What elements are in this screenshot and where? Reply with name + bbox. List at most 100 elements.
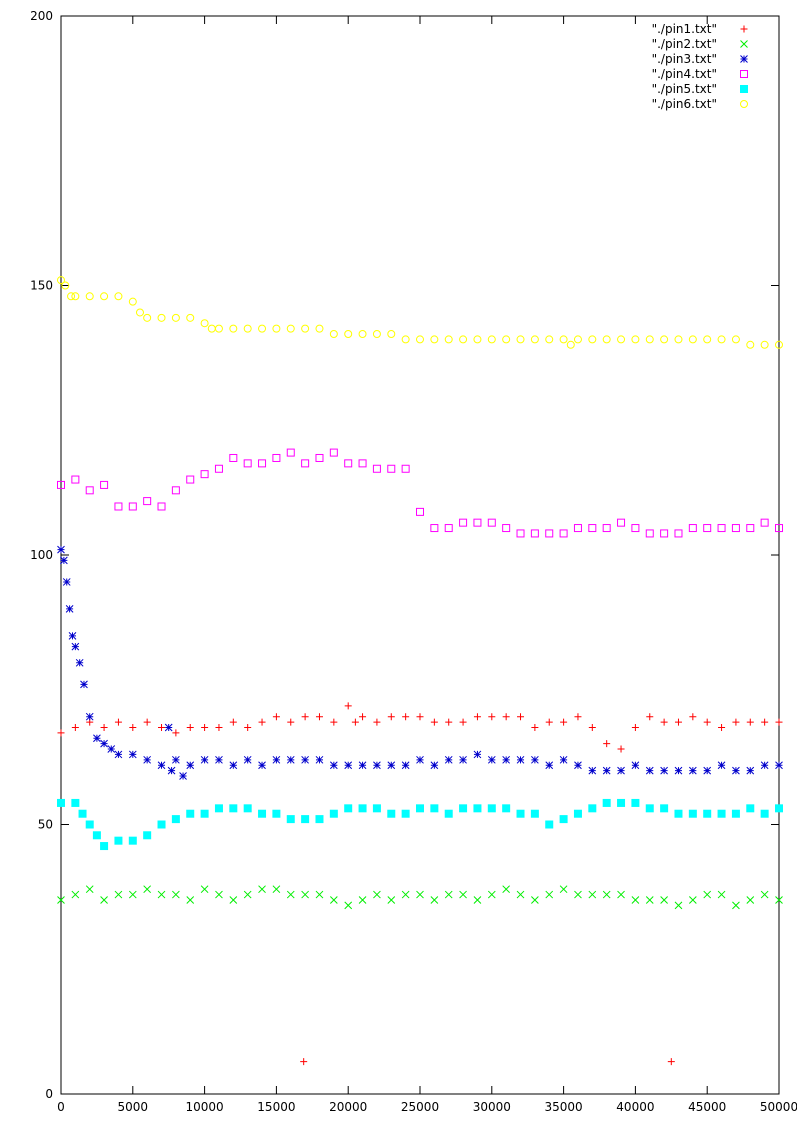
data-point <box>358 330 367 339</box>
data-point <box>85 292 94 301</box>
series-pin5 <box>57 798 783 851</box>
y-tick-label: 0 <box>45 1087 53 1101</box>
data-point <box>717 809 726 818</box>
data-point <box>272 453 281 462</box>
data-point <box>660 804 669 813</box>
data-point <box>502 804 511 813</box>
data-point <box>128 502 137 511</box>
data-point <box>445 718 453 726</box>
data-point <box>171 486 180 495</box>
data-point <box>207 324 216 333</box>
data-point <box>688 809 697 818</box>
data-point <box>574 761 582 770</box>
data-point <box>301 713 309 721</box>
data-point <box>530 335 539 344</box>
data-point <box>286 324 295 333</box>
series-pin2 <box>57 885 783 910</box>
data-point <box>416 890 424 899</box>
data-point <box>401 761 410 770</box>
data-point <box>516 529 525 538</box>
data-point <box>243 459 252 468</box>
data-point <box>487 804 496 813</box>
data-point <box>57 276 65 285</box>
data-point <box>157 502 166 511</box>
data-point <box>487 335 496 344</box>
data-point <box>602 524 611 533</box>
data-point <box>128 750 137 759</box>
data-point <box>68 631 77 640</box>
data-point <box>272 809 281 818</box>
data-point <box>645 766 654 775</box>
data-point <box>344 330 353 339</box>
data-point <box>717 761 726 770</box>
data-point <box>588 524 597 533</box>
data-point <box>746 524 755 533</box>
data-point <box>344 804 353 813</box>
data-point <box>545 718 553 726</box>
data-point <box>717 524 726 533</box>
data-point <box>502 335 511 344</box>
data-point <box>171 313 180 322</box>
data-point <box>473 804 482 813</box>
y-tick-label: 100 <box>30 548 53 562</box>
data-point <box>179 772 187 780</box>
data-point <box>143 755 152 764</box>
data-point <box>660 335 669 344</box>
data-point <box>80 680 88 689</box>
legend-label: "./pin2.txt" <box>652 37 717 51</box>
data-point <box>401 464 410 473</box>
data-point <box>186 475 195 484</box>
data-point <box>487 518 496 527</box>
data-point <box>531 896 539 904</box>
data-point <box>487 755 496 764</box>
data-point <box>258 459 267 468</box>
data-point <box>57 798 65 807</box>
data-point <box>545 890 554 899</box>
legend-label: "./pin3.txt" <box>652 52 717 66</box>
data-point <box>215 890 223 899</box>
data-point <box>703 890 712 899</box>
data-point <box>459 755 467 764</box>
data-point <box>329 448 338 457</box>
data-point <box>100 480 109 489</box>
data-point <box>57 729 65 737</box>
data-point <box>143 497 152 506</box>
data-point <box>444 335 453 344</box>
data-point <box>602 335 611 344</box>
data-point <box>272 713 280 721</box>
data-point <box>545 761 554 770</box>
y-tick-label: 200 <box>30 9 53 23</box>
data-point <box>502 524 511 533</box>
data-point <box>329 761 338 770</box>
data-point <box>617 766 625 775</box>
data-point <box>372 464 381 473</box>
data-point <box>674 901 683 910</box>
data-point <box>244 723 252 731</box>
data-point <box>488 713 496 721</box>
data-point <box>272 324 281 333</box>
data-point <box>775 340 783 349</box>
data-point <box>459 518 468 527</box>
data-point <box>358 804 367 813</box>
data-point <box>71 292 80 301</box>
data-point <box>229 718 237 726</box>
data-point <box>114 836 123 845</box>
data-point <box>128 836 137 845</box>
data-point <box>530 809 539 818</box>
data-point <box>315 890 324 899</box>
data-point <box>603 740 611 748</box>
data-point <box>617 798 626 807</box>
data-point <box>631 524 640 533</box>
data-point <box>71 798 80 807</box>
data-point <box>258 324 267 333</box>
data-point <box>229 453 238 462</box>
data-point <box>358 459 367 468</box>
data-point <box>229 804 238 813</box>
data-point <box>100 723 108 731</box>
data-point <box>517 713 525 721</box>
data-point <box>172 755 180 764</box>
legend: "./pin1.txt""./pin2.txt""./pin3.txt""./p… <box>652 22 748 111</box>
data-point <box>186 896 195 904</box>
data-point <box>674 335 683 344</box>
